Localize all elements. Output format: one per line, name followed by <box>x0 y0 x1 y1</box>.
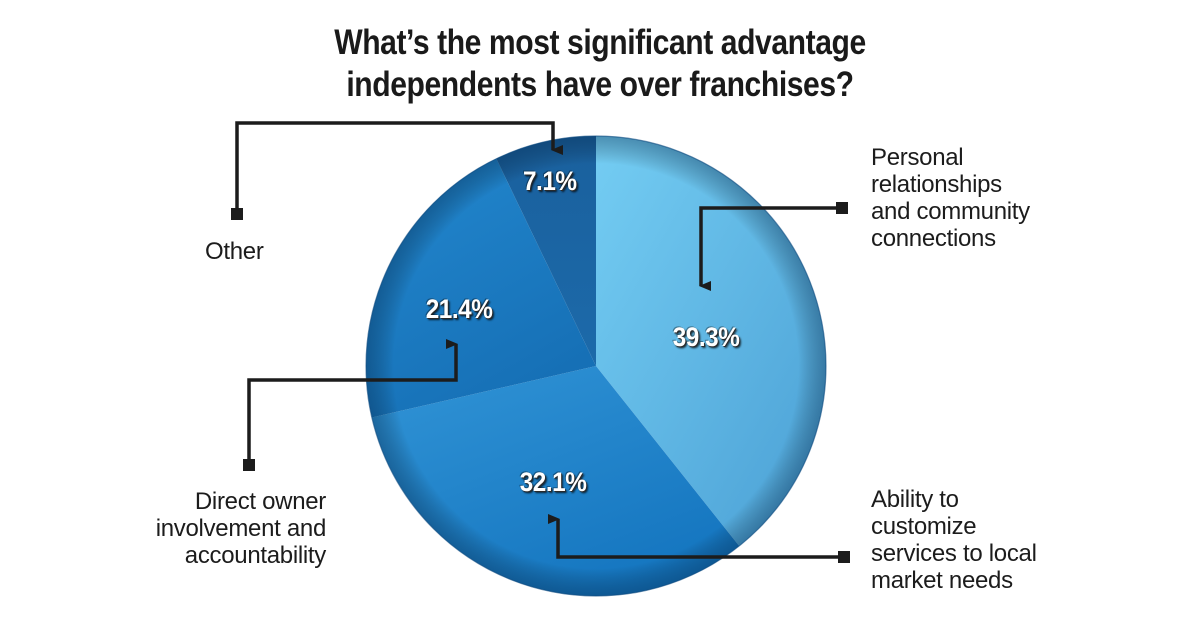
pct-label-customize-services: 32.1% <box>519 467 587 497</box>
label-line: market needs <box>871 567 1013 594</box>
callout-customize-services <box>548 514 850 563</box>
category-label-direct-owner: Direct owner involvement and accountabil… <box>150 488 327 569</box>
chart-title: What’s the most significant advantage in… <box>84 22 1116 106</box>
callout-direct-owner <box>243 339 458 471</box>
arrow-up-icon <box>247 339 458 461</box>
chart-title-line-2: independents have over franchises? <box>346 65 854 104</box>
callout-personal-relationships <box>699 202 848 291</box>
pct-label-personal-relationships: 39.3% <box>672 322 740 352</box>
arrow-down-icon <box>235 121 563 210</box>
callout-square-icon <box>243 459 255 471</box>
label-line: involvement and <box>155 515 327 542</box>
label-line: connections <box>871 225 996 252</box>
category-label-customize-services: Ability to customize services to local m… <box>871 486 1037 594</box>
category-label-other: Other <box>205 238 264 265</box>
callout-square-icon <box>231 208 243 220</box>
callout-other <box>231 121 563 220</box>
label-line: services to local <box>871 540 1037 567</box>
arrow-down-icon <box>699 206 838 291</box>
pie-outline <box>365 135 827 597</box>
pie-edge-shading <box>366 136 826 596</box>
label-line: and community <box>871 198 1030 225</box>
callout-square-icon <box>836 202 848 214</box>
label-line: Direct owner <box>194 488 326 515</box>
label-line: customize <box>871 513 977 540</box>
label-line: Personal <box>871 144 964 171</box>
pct-label-direct-owner: 21.4% <box>425 294 493 324</box>
category-label-personal-relationships: Personal relationships and community con… <box>871 144 1030 252</box>
label-line: accountability <box>184 542 327 569</box>
label-line: Other <box>205 238 264 265</box>
callout-square-icon <box>838 551 850 563</box>
pct-label-other: 7.1% <box>522 166 577 196</box>
arrow-up-icon <box>548 514 840 559</box>
label-line: Ability to <box>871 486 959 513</box>
label-line: relationships <box>871 171 1002 198</box>
chart-title-line-1: What’s the most significant advantage <box>334 23 866 62</box>
